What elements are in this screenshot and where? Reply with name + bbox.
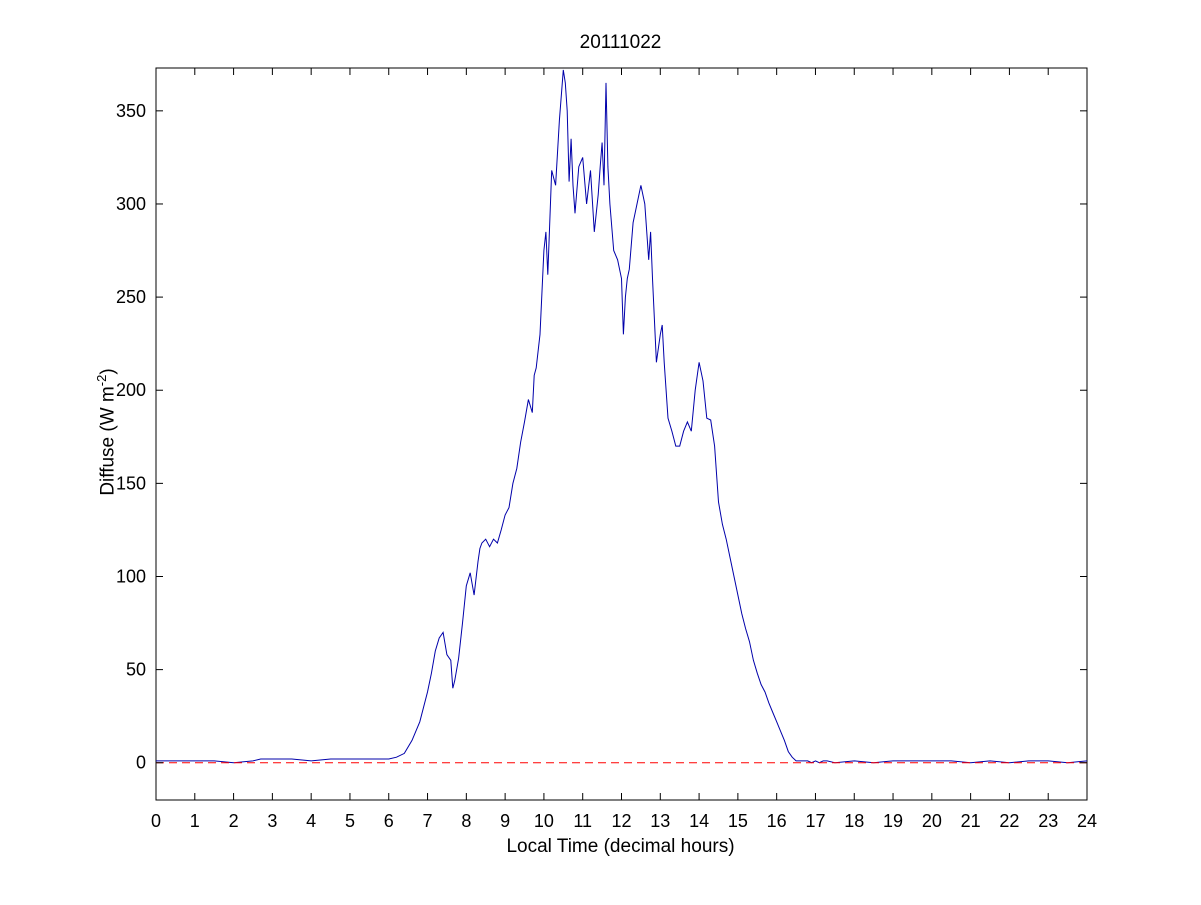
x-tick-label: 16 [767,811,787,831]
chart-title: 20111022 [579,32,662,53]
x-tick-label: 1 [190,811,200,831]
x-tick-label: 2 [229,811,239,831]
x-tick-label: 20 [922,811,942,831]
x-tick-label: 15 [728,811,748,831]
x-tick-label: 23 [1038,811,1058,831]
y-axis-label: Diffuse (W m-2) [94,368,119,496]
x-tick-label: 18 [844,811,864,831]
x-tick-label: 10 [534,811,554,831]
x-tick-label: 13 [650,811,670,831]
axes-box [155,67,1088,801]
x-tick-label: 6 [384,811,394,831]
x-tick-label: 0 [151,811,161,831]
x-tick-label: 8 [461,811,471,831]
x-tick-label: 3 [267,811,277,831]
y-tick-label: 350 [116,101,146,121]
x-tick-label: 24 [1077,811,1097,831]
diffuse-series-line [156,69,1087,764]
x-tick-label: 9 [500,811,510,831]
x-tick-label: 11 [573,811,592,831]
x-tick-label: 17 [805,811,825,831]
y-tick-label: 300 [116,194,146,214]
y-tick-label: 0 [136,753,146,773]
x-tick-label: 7 [423,811,433,831]
y-tick-label: 150 [116,473,146,493]
x-tick-label: 14 [689,811,709,831]
x-tick-label: 5 [345,811,355,831]
x-tick-label: 22 [999,811,1019,831]
y-tick-label: 250 [116,287,146,307]
x-tick-label: 12 [611,811,631,831]
x-tick-label: 4 [306,811,316,831]
x-tick-label: 19 [883,811,903,831]
y-tick-label: 50 [126,660,146,680]
y-tick-label: 100 [116,566,146,586]
y-tick-label: 200 [116,380,146,400]
x-axis-label: Local Time (decimal hours) [506,836,735,857]
x-tick-label: 21 [961,811,981,831]
